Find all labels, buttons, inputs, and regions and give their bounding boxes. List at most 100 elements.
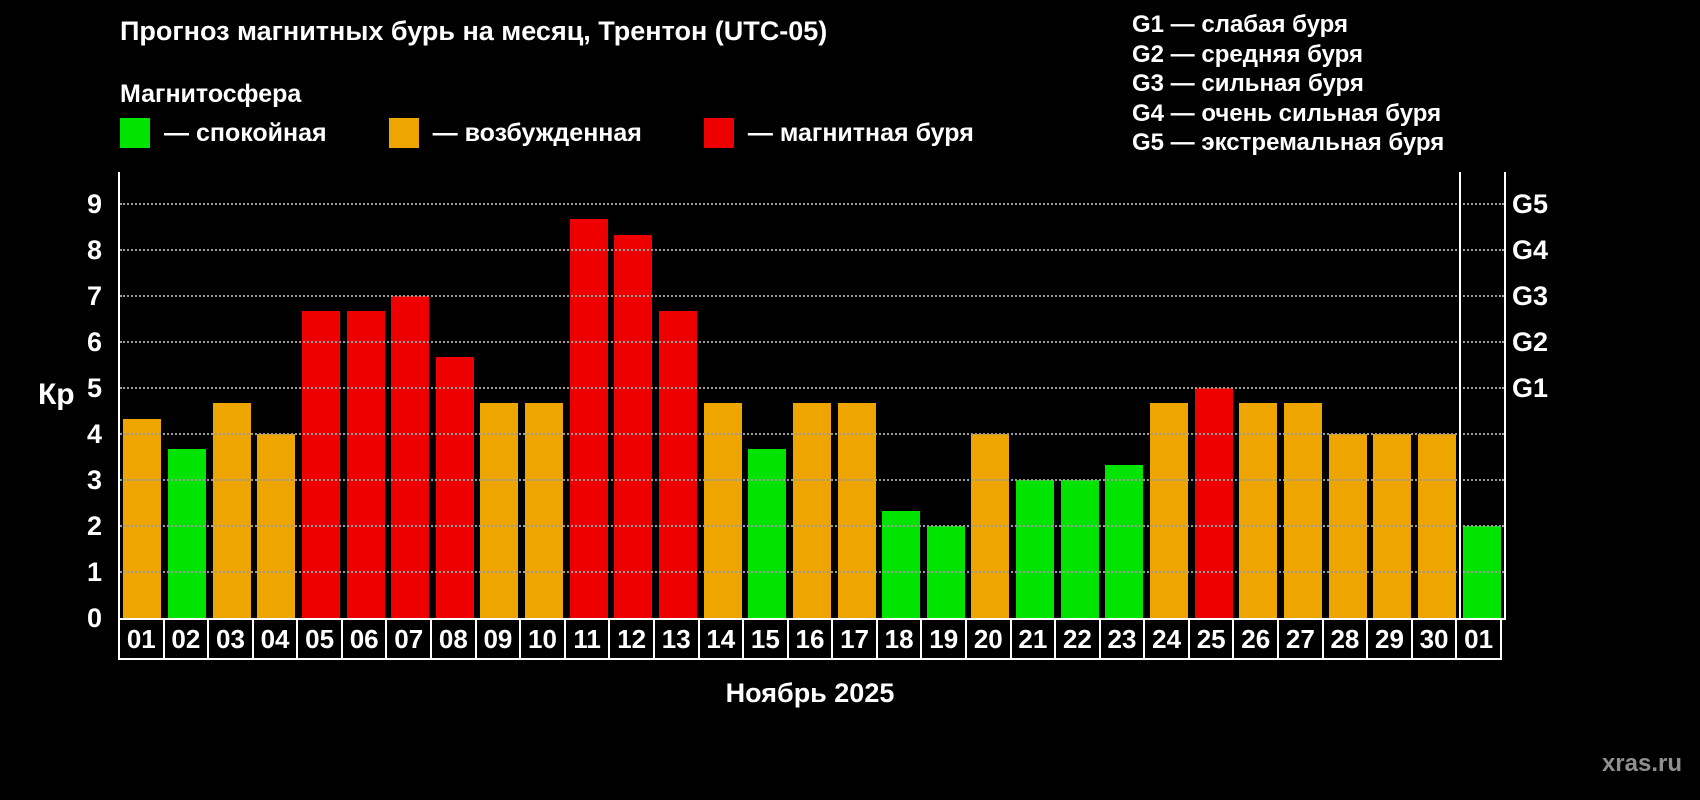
bar-slot (522, 172, 567, 618)
y-tick-label-0: 0 (86, 603, 102, 633)
gridline-kp-5 (120, 387, 1504, 389)
g4-legend-line: G4 — очень сильная буря (1132, 99, 1442, 127)
day-label: 30 (1413, 620, 1458, 658)
day-label: 23 (1101, 620, 1146, 658)
kp-bar-day-22 (1060, 480, 1099, 618)
bar-slot (343, 172, 388, 618)
kp-bar-day-11 (569, 219, 608, 618)
g-axis-label-G1: G1 (1512, 373, 1549, 403)
kp-bar-day-17 (837, 403, 876, 618)
day-label: 19 (922, 620, 967, 658)
gridline-kp-8 (120, 249, 1504, 251)
legend-item-excited: — возбужденная (388, 118, 642, 148)
day-label: 22 (1056, 620, 1101, 658)
kp-bar-day-09 (480, 403, 519, 618)
bar-slot (611, 172, 656, 618)
day-axis: 01 02 03 04 05 06 07 08 09 10 11 12 13 14 15 16 17 18 19 20… (118, 620, 1502, 660)
y-tick-label-6: 6 (86, 327, 102, 357)
g-axis-label-G3: G3 (1512, 281, 1549, 311)
day-label: 26 (1234, 620, 1280, 658)
day-label: 12 (610, 620, 655, 658)
day-label: 13 (655, 620, 700, 658)
kp-bar-day-12 (614, 235, 653, 618)
gridline-kp-9 (120, 203, 1504, 205)
bar-slot (879, 172, 924, 618)
kp-bar-day-14 (703, 403, 742, 618)
kp-bar-day-24 (1150, 403, 1189, 618)
bar-slot (1370, 172, 1415, 618)
bar-slot (299, 172, 344, 618)
plot-area (118, 172, 1506, 620)
bar-slot (1147, 172, 1192, 618)
y-tick-label-7: 7 (86, 281, 102, 311)
day-label: 11 (566, 620, 611, 658)
bar-slot (566, 172, 611, 618)
quiet-color-swatch (120, 118, 150, 148)
day-label: 07 (387, 620, 433, 658)
day-label: 15 (744, 620, 789, 658)
bar-slot (1281, 172, 1326, 618)
kp-bar-day-27 (1283, 403, 1322, 618)
kp-bar-day-03 (212, 403, 251, 618)
bar-slot (432, 172, 477, 618)
day-label: 04 (254, 620, 299, 658)
bar-slot (1102, 172, 1147, 618)
watermark: xras.ru (1601, 750, 1682, 777)
day-label: 05 (298, 620, 343, 658)
bar-slot (790, 172, 835, 618)
bar-slot (968, 172, 1013, 618)
gridline-kp-2 (120, 525, 1504, 527)
legend-label-quiet: — спокойная (164, 118, 327, 147)
gridline-kp-4 (120, 433, 1504, 435)
day-label: 21 (1012, 620, 1057, 658)
kp-bar-day-16 (792, 403, 831, 618)
kp-bar-day-02 (167, 449, 206, 618)
day-label: 03 (209, 620, 254, 658)
bar-slot (1415, 172, 1460, 618)
day-label: 10 (521, 620, 566, 658)
kp-bar-day-15 (748, 449, 787, 618)
bar-slot (209, 172, 254, 618)
y-tick-label-2: 2 (86, 511, 102, 541)
bar-slot (388, 172, 433, 618)
day-label: 06 (343, 620, 388, 658)
y-tick-label-5: 5 (86, 373, 102, 403)
y-tick-label-9: 9 (86, 189, 102, 219)
bar-slot (1191, 172, 1236, 618)
bar-slot (834, 172, 879, 618)
g-scale-legend: G1 — слабая буря G2 — средняя буря G3 — … (1132, 10, 1444, 158)
kp-bar-day-25 (1194, 388, 1233, 618)
legend-label-storm: — магнитная буря (747, 118, 974, 147)
day-label: 01 (120, 620, 165, 658)
magnetosphere-subtitle: Магнитосфера (120, 80, 302, 108)
g2-legend-line: G2 — средняя буря (1132, 40, 1363, 68)
day-label: 20 (967, 620, 1012, 658)
day-label: 24 (1145, 620, 1190, 658)
kp-bar-day-07 (391, 296, 430, 618)
kp-bars (120, 172, 1504, 618)
gridline-kp-3 (120, 479, 1504, 481)
day-label: 01 (1457, 620, 1502, 658)
g-axis-labels: G1 G2 G3 G4 G5 (1512, 172, 1602, 618)
kp-bar-day-21 (1016, 480, 1055, 618)
storm-color-swatch (703, 118, 734, 148)
kp-bar-day-18 (882, 511, 921, 618)
g1-legend-line: G1 — слабая буря (1132, 11, 1349, 38)
legend-item-storm: — магнитная буря (703, 118, 974, 148)
page-title: Прогноз магнитных бурь на месяц, Трентон… (120, 16, 828, 46)
gridline-kp-6 (120, 341, 1504, 343)
bar-slot (924, 172, 969, 618)
y-tick-label-8: 8 (86, 235, 102, 265)
legend-label-excited: — возбужденная (432, 118, 642, 147)
y-tick-label-4: 4 (86, 419, 102, 449)
y-axis-tick-labels: 0 1 2 3 4 5 6 7 8 9 (62, 172, 108, 633)
g3-legend-line: G3 — сильная буря (1132, 70, 1364, 97)
month-label: Ноябрь 2025 (725, 678, 895, 708)
kp-bar-day-01 (123, 419, 162, 618)
kp-bar-day-23 (1105, 465, 1144, 618)
excited-color-swatch (388, 118, 419, 148)
kp-bar-day-10 (525, 403, 564, 618)
kp-bar-day-26 (1239, 403, 1278, 618)
gridline-kp-7 (120, 295, 1504, 297)
bar-slot (477, 172, 522, 618)
